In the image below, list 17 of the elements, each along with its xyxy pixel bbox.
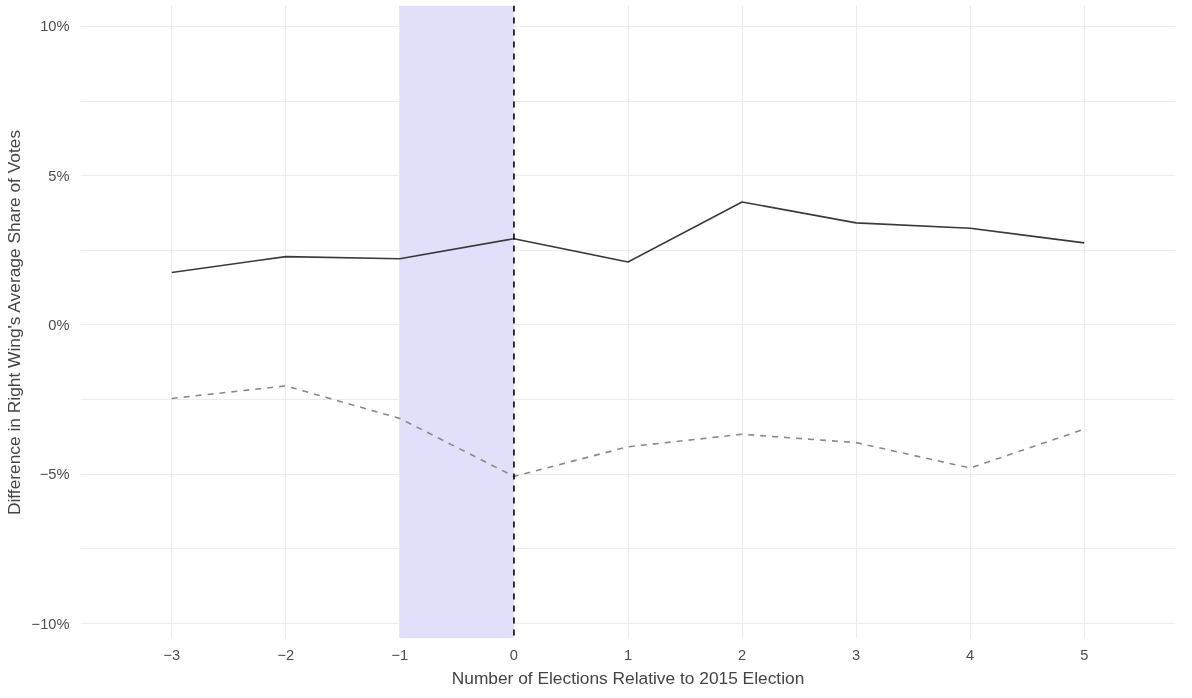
x-axis-title: Number of Elections Relative to 2015 Election: [451, 667, 805, 688]
x-tick-label: 3: [852, 646, 861, 663]
y-tick-label: 5%: [48, 167, 70, 184]
x-tick-label: 1: [623, 646, 633, 663]
x-tick-label: 4: [966, 646, 975, 663]
y-tick-label: −10%: [31, 615, 70, 632]
y-tick-label: 10%: [40, 18, 70, 35]
x-tick-label: 0: [509, 646, 519, 663]
x-tick-label: 2: [737, 646, 747, 663]
y-tick-label: 0%: [48, 316, 70, 333]
y-axis-title: Difference in Right Wing's Average Share of Votes: [3, 129, 24, 516]
y-tick-label: −5%: [39, 466, 70, 483]
x-tick-label: −1: [391, 646, 409, 663]
x-tick-label: 5: [1080, 646, 1089, 663]
x-tick-label: −3: [163, 646, 181, 663]
line-series: [170, 201, 1086, 274]
x-tick-label: −2: [277, 646, 295, 663]
